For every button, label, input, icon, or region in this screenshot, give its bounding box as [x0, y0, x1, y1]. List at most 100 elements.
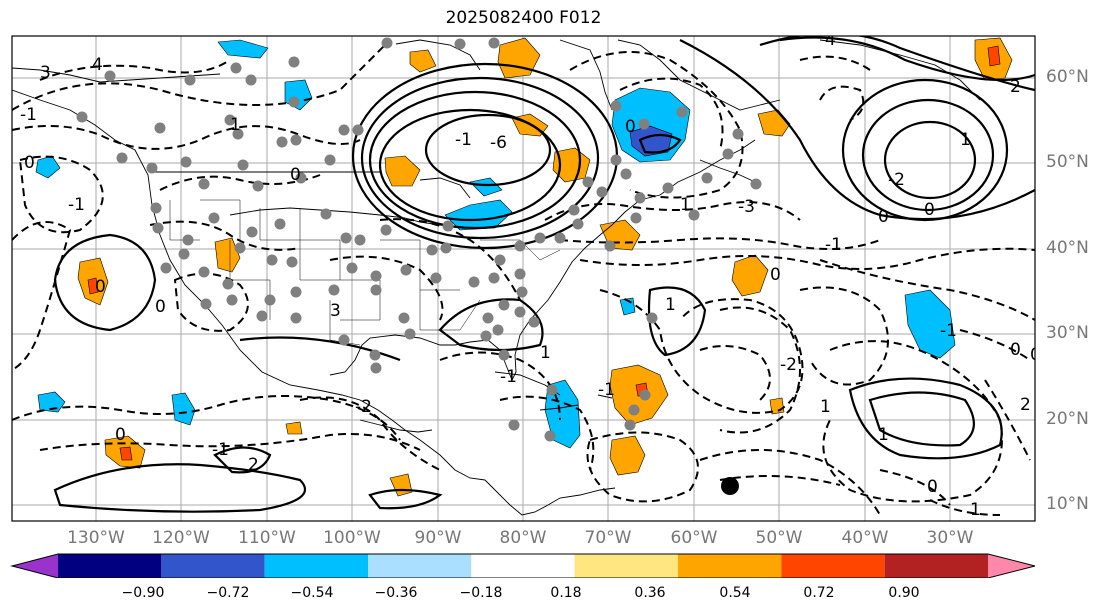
shade-blue-pacific-1 — [37, 391, 66, 413]
colorbar-bin — [264, 554, 368, 578]
contour-label: 0 — [927, 477, 938, 497]
colorbar-bin — [368, 554, 472, 578]
lat-label-30n: 30°N — [1046, 323, 1089, 343]
solid-contours — [53, 36, 1035, 513]
contour-label: 3 — [330, 301, 341, 321]
contour-label: 1 — [960, 130, 971, 150]
colorbar-outline — [10, 553, 1036, 578]
shade-orange-atl-mid — [731, 254, 769, 297]
shade-orange-atl-south — [609, 435, 646, 476]
contour-label: 1 — [878, 425, 889, 445]
contour-label: -1 — [825, 235, 842, 255]
lon-label-80w: 80°W — [499, 528, 547, 548]
contour-label: 0 — [1030, 345, 1041, 365]
shade-blue-greatlakes-2 — [469, 177, 503, 197]
colorbar-tick-label: 0.90 — [888, 585, 920, 601]
shade-blue-north-2 — [217, 39, 269, 59]
contour-label: 1 — [820, 397, 831, 417]
contour-label: 2 — [248, 455, 259, 475]
contour-label: -1 — [455, 130, 472, 150]
shade-orange-atl-small-2 — [285, 421, 303, 435]
lat-label-20n: 20°N — [1046, 409, 1089, 429]
contour-label: -3 — [738, 197, 755, 217]
contour-label: 0 — [924, 200, 935, 220]
colorbar-tick-label: 0.54 — [719, 585, 751, 601]
colorbar-tick-label: 0.36 — [634, 585, 666, 601]
shade-red-greenland — [987, 45, 1001, 67]
contour-label: -1 — [68, 195, 85, 215]
lon-label-50w: 50°W — [755, 528, 803, 548]
colorbar-bin — [781, 554, 885, 578]
colorbar — [10, 553, 1036, 578]
colorbar-bin — [471, 554, 575, 578]
observation-dots — [76, 37, 762, 442]
contour-label: 0 — [290, 165, 301, 185]
contour-label: 1 — [665, 295, 676, 315]
contour-label: 4 — [825, 30, 836, 50]
lon-label-60w: 60°W — [670, 528, 718, 548]
contour-label: 0 — [115, 425, 126, 445]
shaded-regions — [35, 37, 1013, 497]
colorbar-bin — [161, 554, 265, 578]
colorbar-extend-min — [12, 554, 58, 578]
state-borders — [169, 199, 561, 346]
contour-label: -1 — [212, 440, 229, 460]
lon-label-130w: 130°W — [67, 528, 125, 548]
shade-blue-caribbean — [544, 379, 581, 449]
shade-orange-hudson — [384, 155, 421, 187]
shade-blue-atlantic-east — [904, 289, 956, 359]
lat-label-10n: 10°N — [1046, 494, 1089, 514]
lat-label-40n: 40°N — [1046, 238, 1089, 258]
map-frame — [11, 35, 1036, 522]
contour-labels: 3 4-10-11-60-22-3 0-101-12-10-203-10011-1-… — [20, 30, 1041, 520]
shade-orange-texas — [214, 237, 241, 273]
contour-label: 0 — [155, 297, 166, 317]
contour-label: 3 — [40, 63, 51, 83]
contour-label: 0 — [878, 207, 889, 227]
contour-label: 1 — [540, 343, 551, 363]
contour-label: 2 — [1020, 395, 1031, 415]
contour-label: 2 — [1010, 77, 1021, 97]
lon-label-100w: 100°W — [323, 528, 381, 548]
contour-label: 0 — [625, 117, 636, 137]
lon-label-70w: 70°W — [584, 528, 632, 548]
dashed-contours — [12, 39, 1035, 516]
colorbar-tick-label: −0.36 — [374, 585, 418, 601]
colorbar-bin — [574, 554, 678, 578]
contour-label: -1 — [940, 321, 957, 341]
shade-orange-north-1 — [497, 37, 541, 79]
contour-label: 4 — [92, 55, 103, 75]
shade-red-pacific-se — [119, 446, 133, 461]
contour-label: -2 — [780, 355, 797, 375]
contour-label: 0 — [95, 277, 106, 297]
colorbar-tick-label: −0.54 — [290, 585, 334, 601]
contour-label: 0 — [770, 265, 781, 285]
shade-blue-greatlakes — [444, 199, 513, 231]
contour-label: 0 — [1010, 340, 1021, 360]
colorbar-tick-label: 0.72 — [803, 585, 835, 601]
shade-red-pacific-low — [87, 277, 99, 295]
contour-label: -2 — [888, 170, 905, 190]
contour-label: -2 — [355, 397, 372, 417]
lon-label-110w: 110°W — [238, 528, 296, 548]
lon-label-40w: 40°W — [841, 528, 889, 548]
shade-orange-north-2 — [409, 49, 437, 73]
contour-label: -1 — [598, 380, 615, 400]
colorbar-tick-label: 0.18 — [550, 585, 582, 601]
contour-label: -1 — [20, 105, 37, 125]
shade-blue-pacific-2 — [171, 392, 196, 426]
lon-label-90w: 90°W — [414, 528, 462, 548]
colorbar-bin — [58, 554, 162, 578]
colorbar-tick-label: −0.18 — [459, 585, 503, 601]
map-title: 2025082400 F012 — [445, 8, 602, 28]
colorbar-tick-label: −0.72 — [206, 585, 250, 601]
black-marker — [721, 477, 739, 495]
lon-label-30w: 30°W — [926, 528, 974, 548]
colorbar-bin — [884, 554, 988, 578]
colorbar-tick-label: −0.90 — [121, 585, 165, 601]
shade-purple-canada-east — [629, 125, 673, 157]
colorbar-extend-max — [988, 554, 1035, 578]
contour-label: 1 — [230, 115, 241, 135]
lat-label-60n: 60°N — [1046, 67, 1089, 87]
